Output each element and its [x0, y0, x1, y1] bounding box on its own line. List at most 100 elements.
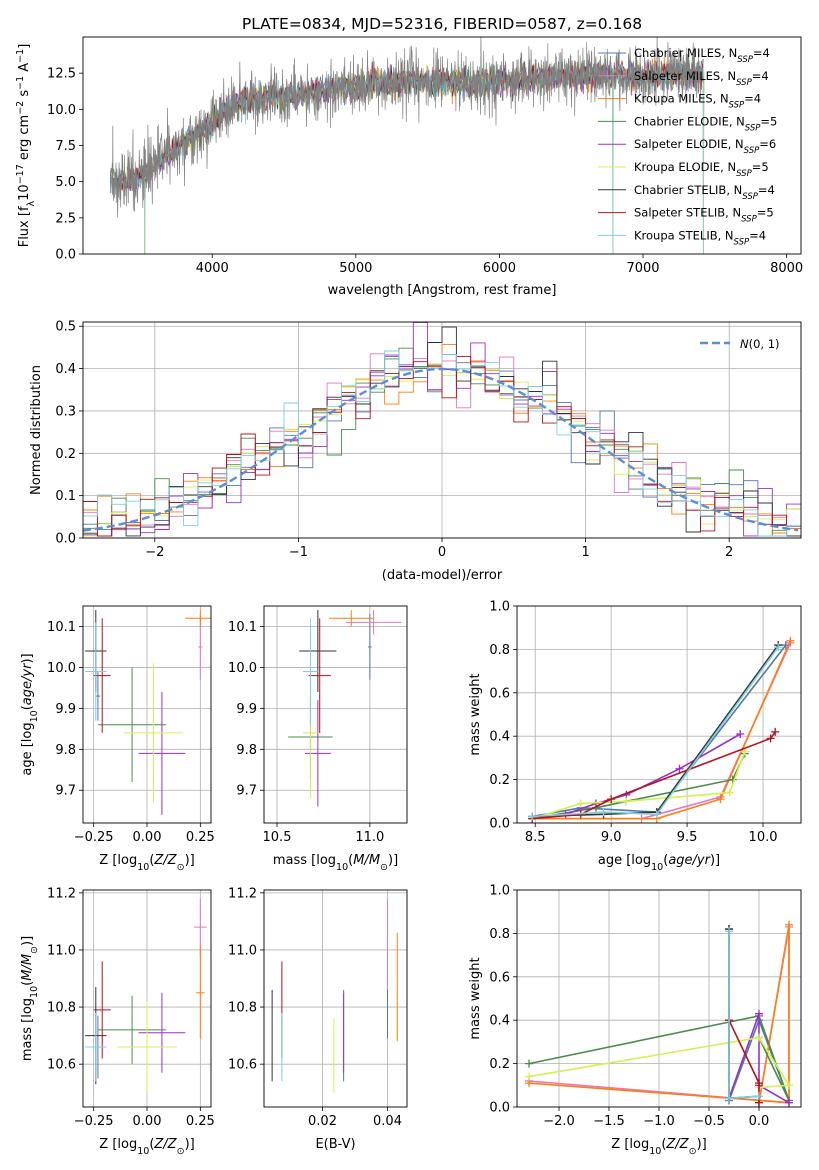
- hist-series-8: [83, 350, 801, 538]
- y-tick-label: 9.8: [236, 743, 257, 758]
- x-tick-label: −0.5: [693, 1114, 725, 1129]
- x-tick-label: 0.00: [133, 1114, 162, 1129]
- figure-title: PLATE=0834, MJD=52316, FIBERID=0587, z=0…: [242, 15, 642, 33]
- legend-sub: SSP: [737, 55, 753, 65]
- legend-text: =5: [760, 114, 777, 128]
- x-axis-label: Z [log10(Z/Z⊙)]: [611, 1137, 706, 1157]
- label-part: −2: [15, 101, 26, 115]
- data-spectrum: [109, 37, 704, 218]
- weight-line-7: [532, 731, 776, 820]
- y-axis-label: age [log10(age/yr)]: [20, 653, 40, 775]
- legend-text: (0, 1): [749, 337, 780, 351]
- label-part: Z [log: [611, 1137, 649, 1152]
- x-tick-label: 1: [581, 545, 589, 560]
- label-part: M/M: [353, 853, 380, 868]
- x-tick-label: 0.25: [186, 1114, 215, 1129]
- weight-marker: [755, 1092, 763, 1101]
- label-part: (: [149, 1137, 154, 1152]
- x-tick-label: 9.0: [601, 830, 622, 845]
- weight-marker: [599, 808, 608, 817]
- label-part: mass weight: [468, 673, 483, 755]
- label-part: age [log: [598, 853, 651, 868]
- y-tick-label: 11.2: [228, 886, 257, 901]
- legend-entry: Salpeter ELODIE, NSSP=6: [634, 137, 776, 156]
- weight-marker: [652, 810, 661, 819]
- label-part: 10: [29, 986, 40, 998]
- panel-age_vs_Z: −0.25 0.00 0.259.79.89.910.010.1Z [log10(Z…: [20, 605, 215, 873]
- weight-marker: [766, 734, 775, 743]
- x-tick-label: 5000: [339, 261, 372, 276]
- x-tick-label: 8000: [770, 261, 803, 276]
- label-part: M/M: [20, 954, 35, 981]
- label-part: (: [663, 853, 668, 868]
- x-tick-label: 4000: [196, 261, 229, 276]
- weight-marker: [785, 1081, 793, 1090]
- label-part: 10: [137, 862, 149, 873]
- weight-line-2: [528, 924, 790, 1104]
- weight-line-0: [532, 644, 787, 818]
- y-tick-label: 7.5: [55, 139, 76, 154]
- y-tick-label: 11.0: [228, 943, 257, 958]
- legend-entry: Kroupa MILES, NSSP=4: [634, 92, 761, 111]
- legend-sub: SSP: [741, 215, 757, 225]
- legend-entry: Chabrier ELODIE, NSSP=5: [634, 114, 777, 133]
- plot-area-residuals: [83, 322, 801, 538]
- legend-sub: SSP: [736, 78, 752, 88]
- axes-frame: [82, 889, 212, 1108]
- label-part: (: [20, 981, 35, 986]
- label-part: ⊙: [689, 1146, 697, 1157]
- weight-marker: [725, 788, 734, 797]
- weight-marker: [736, 730, 745, 739]
- legend-text: Kroupa ELODIE, N: [634, 160, 736, 174]
- label-part: 10: [29, 710, 40, 722]
- plot-area-mass_vs_ebv: [264, 890, 407, 1107]
- plot-area-age_vs_Z: [83, 606, 211, 823]
- legend-text: =6: [759, 137, 776, 151]
- y-axis-label: mass [log10(M/M⊙)]: [20, 936, 40, 1061]
- legend-sub: SSP: [729, 101, 745, 111]
- x-tick-label: 11.0: [355, 830, 384, 845]
- panel-weight_vs_Z: −2.0 −1.5 −1.0 −0.5 0.0 0.0 0.2 0.4 0.6 0.8 1.0 Z […: [468, 884, 802, 1157]
- legend-sub: SSP: [734, 237, 750, 247]
- label-part: 10: [336, 862, 348, 873]
- y-tick-label: 9.9: [55, 702, 76, 717]
- label-part: Z [log: [99, 853, 137, 868]
- legend-entry: Salpeter STELIB, NSSP=5: [634, 206, 774, 225]
- label-part: (: [149, 853, 154, 868]
- panel-mass_vs_ebv: 0.02 0.04 10.6 10.8 11.0 11.2 E(B-V): [228, 886, 408, 1152]
- x-tick-label: 10.5: [263, 830, 292, 845]
- x-tick-label: 7000: [626, 261, 659, 276]
- legend-text: Salpeter MILES, N: [634, 69, 736, 83]
- y-tick-label: 10.0: [47, 103, 76, 118]
- label-part: −17: [15, 164, 26, 184]
- label-part: erg cm: [17, 115, 32, 164]
- weight-marker: [716, 795, 725, 804]
- label-part: (: [661, 1137, 666, 1152]
- weight-marker: [725, 927, 733, 936]
- plot-area-weight_vs_age: [517, 606, 801, 823]
- label-part: Normed distribution: [29, 365, 44, 495]
- y-tick-label: 10.6: [47, 1058, 76, 1073]
- weight-line-3: [528, 1014, 790, 1101]
- weight-marker: [675, 764, 684, 773]
- label-part: ⊙: [380, 862, 388, 873]
- label-part: ⊙: [29, 946, 40, 954]
- x-axis-label: Z [log10(Z/Z⊙)]: [99, 1137, 194, 1157]
- label-part: Z [log: [99, 1137, 137, 1152]
- x-tick-label: 2: [725, 545, 733, 560]
- axes-frame: [263, 889, 408, 1108]
- y-tick-label: 9.8: [55, 743, 76, 758]
- x-tick-label: −1.5: [593, 1114, 625, 1129]
- x-tick-label: 0.04: [373, 1114, 402, 1129]
- legend-text: N: [740, 337, 749, 351]
- legend-text: =4: [749, 228, 766, 242]
- x-axis-label: (data-model)/error: [382, 568, 503, 583]
- x-tick-label: 0.00: [133, 830, 162, 845]
- y-tick-label: 0.0: [55, 248, 76, 263]
- x-tick-label: −1: [289, 545, 308, 560]
- y-tick-label: 0.8: [489, 643, 510, 658]
- y-tick-label: 5.0: [55, 175, 76, 190]
